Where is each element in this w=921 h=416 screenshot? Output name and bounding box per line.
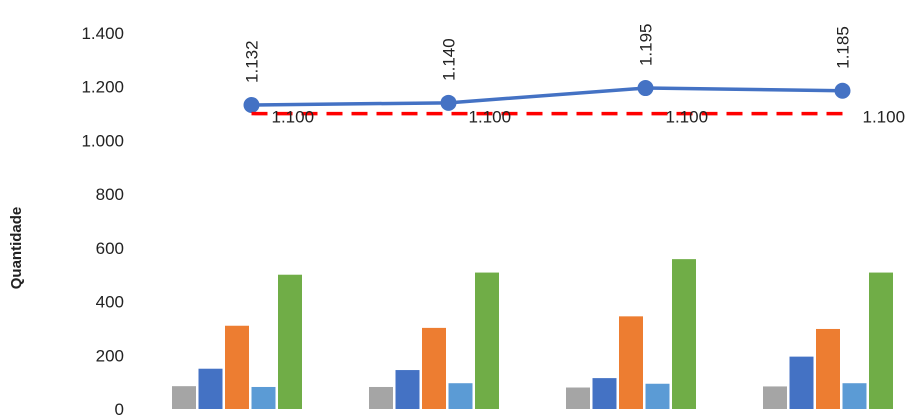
y-tick-label: 1.200	[81, 78, 124, 97]
target-data-label: 1.100	[469, 108, 512, 127]
bar	[198, 368, 223, 409]
target-data-label: 1.100	[272, 108, 315, 127]
bar	[869, 272, 893, 409]
y-tick-label: 1.000	[81, 131, 124, 150]
bar	[592, 378, 617, 409]
bar	[672, 259, 696, 409]
y-axis: 0 200 400 600 800 1.000 1.200 1.400	[81, 24, 124, 416]
bar	[225, 325, 249, 409]
y-axis-title: Quantidade	[8, 207, 25, 290]
line-marker	[440, 94, 457, 111]
target-data-label: 1.100	[863, 108, 906, 127]
total-line	[251, 86, 843, 107]
bar	[789, 356, 814, 409]
y-tick-label: 600	[96, 239, 124, 258]
line-marker	[637, 80, 654, 97]
bar	[763, 386, 787, 409]
bar	[422, 327, 446, 409]
bar	[448, 383, 473, 409]
bar	[172, 386, 196, 409]
y-tick-label: 200	[96, 346, 124, 365]
bar-series-group	[172, 259, 893, 409]
bar	[566, 387, 590, 409]
bar	[278, 274, 302, 409]
y-tick-label: 0	[115, 400, 124, 416]
target-data-label: 1.100	[666, 108, 709, 127]
bar	[842, 383, 867, 409]
total-data-label: 1.195	[637, 24, 656, 67]
line-series-group	[243, 80, 851, 116]
bar	[816, 328, 840, 409]
total-data-label: 1.185	[834, 26, 853, 69]
y-tick-label: 1.400	[81, 24, 124, 43]
line-marker	[834, 82, 851, 99]
bar	[475, 272, 499, 409]
line-marker	[243, 96, 260, 113]
bar	[645, 383, 670, 409]
y-tick-label: 800	[96, 185, 124, 204]
total-data-label: 1.132	[243, 40, 262, 83]
y-tick-label: 400	[96, 293, 124, 312]
data-labels-group: 1.132 1.140 1.195 1.185 1.100 1.100 1.100 1.100	[243, 24, 906, 127]
bar	[619, 316, 643, 409]
bar	[395, 370, 420, 409]
bar	[369, 386, 393, 409]
bar	[251, 386, 276, 409]
total-data-label: 1.140	[440, 38, 459, 81]
